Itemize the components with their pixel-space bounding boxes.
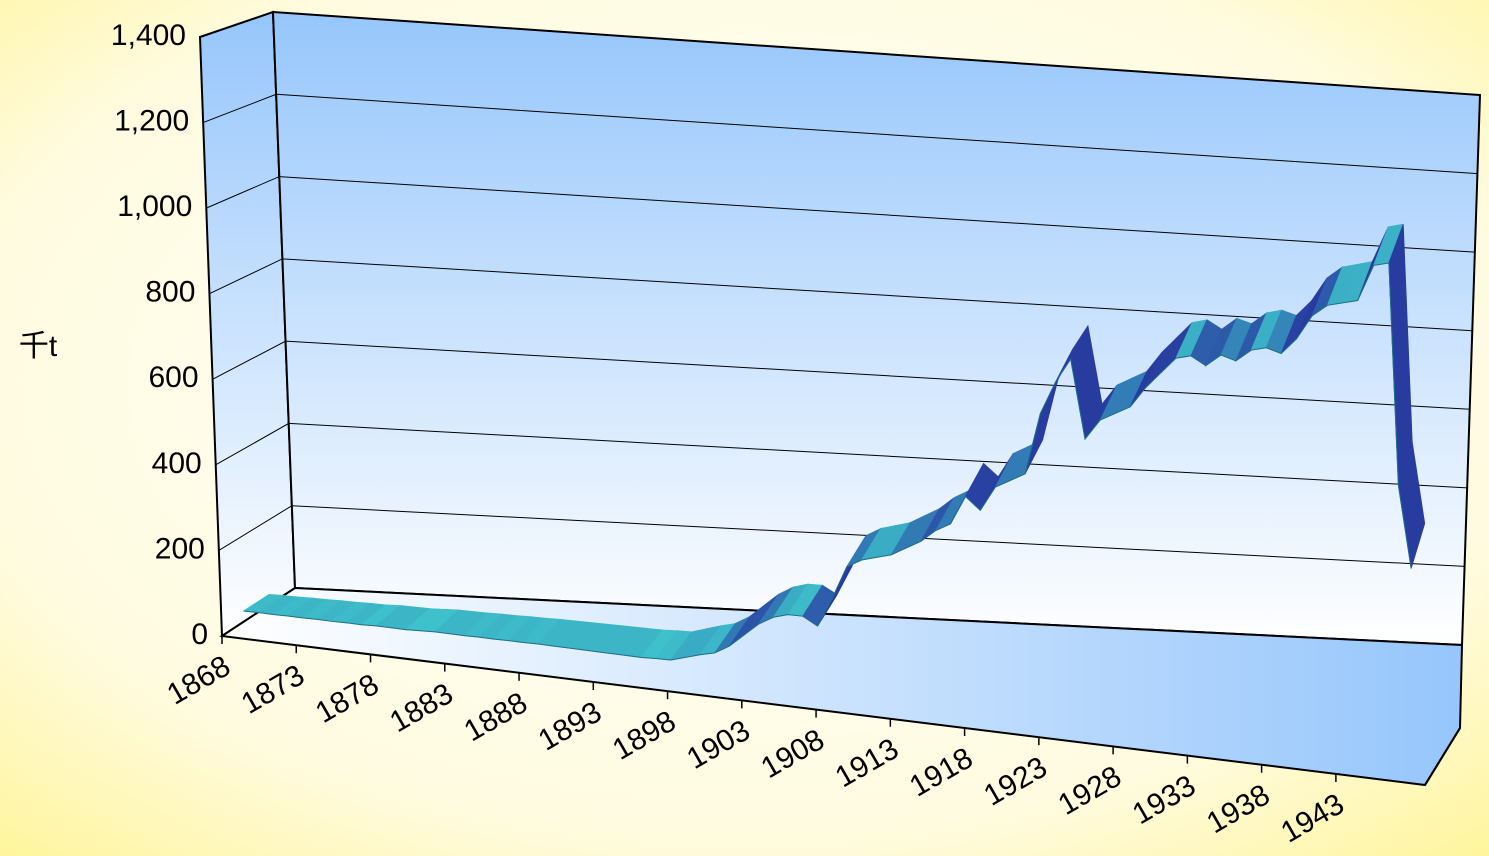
grid-line (206, 176, 1475, 253)
y-tick-label: 800 (145, 276, 195, 309)
grid-line (212, 340, 1470, 410)
y-tick-label: 600 (149, 361, 199, 394)
y-axis-label: 千t (19, 330, 58, 363)
grid-line (218, 505, 1465, 567)
y-tick-label: 200 (155, 532, 205, 565)
y-tick-label: 1,200 (114, 104, 189, 137)
line (243, 262, 1412, 661)
grid-line (215, 422, 1468, 489)
y-tick-label: 0 (191, 618, 208, 651)
grid-line (202, 93, 1478, 175)
grid-line (199, 11, 1481, 96)
grid-line (209, 258, 1473, 332)
y-tick-label: 400 (152, 447, 202, 480)
y-tick-label: 1,000 (117, 190, 192, 223)
floor-edge (1424, 727, 1461, 786)
y-tick-label: 1,400 (111, 19, 186, 52)
